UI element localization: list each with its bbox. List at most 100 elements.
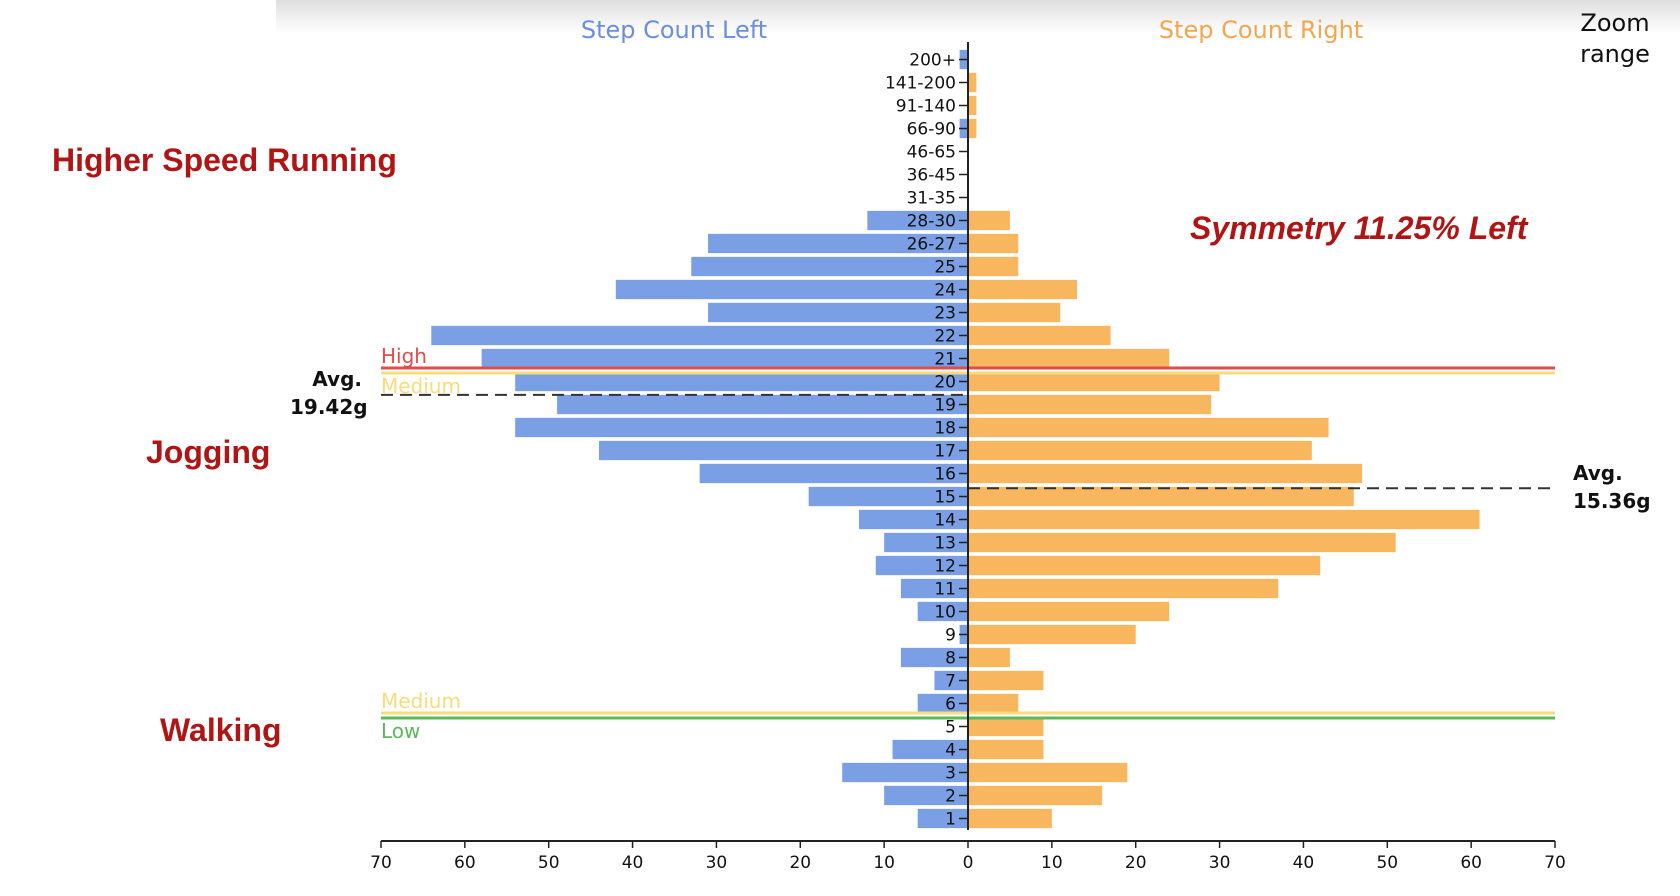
average-right-line-1: Avg.: [1573, 461, 1623, 485]
average-right-label: Avg. 15.36g: [1573, 459, 1651, 515]
category-label: 10: [934, 603, 956, 623]
bar-right-6: [968, 693, 1019, 714]
bar-right-16: [968, 463, 1363, 484]
bar-left-10: [917, 601, 968, 622]
bar-left-11: [900, 578, 968, 599]
category-label: 17: [934, 442, 956, 462]
bar-right-28-30: [968, 210, 1010, 231]
bar-left-18: [515, 417, 968, 438]
bar-right-10: [968, 601, 1170, 622]
category-label: 12: [934, 557, 956, 577]
category-label: 22: [934, 327, 956, 347]
series-title-left: Step Count Left: [581, 16, 767, 44]
category-label: 26-27: [907, 235, 956, 255]
zoom-range-button[interactable]: Zoom range: [1560, 8, 1670, 70]
bar-right-19: [968, 394, 1212, 415]
value-tick-label: 10: [1041, 853, 1063, 873]
threshold-label-medium: Medium: [381, 689, 461, 713]
zoom-range-line-2: range: [1580, 40, 1650, 68]
bar-right-22: [968, 325, 1111, 346]
category-label: 25: [934, 258, 956, 278]
region-label-walking: Walking: [160, 712, 282, 748]
bar-right-20: [968, 371, 1220, 392]
bar-right-23: [968, 302, 1061, 323]
category-label: 18: [934, 419, 956, 439]
category-label: 200+: [909, 51, 956, 71]
bar-right-12: [968, 555, 1321, 576]
value-tick-label: 50: [538, 853, 560, 873]
bar-left-19: [557, 394, 968, 415]
bar-left-25: [691, 256, 968, 277]
category-label: 141-200: [885, 74, 956, 94]
category-label: 23: [934, 304, 956, 324]
category-label: 21: [934, 350, 956, 370]
bar-left-4: [892, 739, 968, 760]
category-label: 20: [934, 373, 956, 393]
bar-left-6: [917, 693, 968, 714]
category-label: 91-140: [896, 97, 956, 117]
threshold-label-high: High: [381, 344, 427, 368]
bar-left-1: [917, 808, 968, 829]
bar-right-5: [968, 716, 1044, 737]
bar-right-14: [968, 509, 1480, 530]
bar-left-20: [515, 371, 968, 392]
bar-left-7: [934, 670, 968, 691]
category-label: 14: [934, 511, 956, 531]
average-left-line-1: Avg.: [312, 367, 362, 391]
value-tick-label: 40: [1293, 853, 1315, 873]
value-tick-label: 60: [454, 853, 476, 873]
bar-left-14: [858, 509, 968, 530]
value-tick-label: 60: [1460, 853, 1482, 873]
value-tick-label: 30: [706, 853, 728, 873]
bar-left-3: [842, 762, 968, 783]
bar-right-24: [968, 279, 1078, 300]
bar-left-24: [615, 279, 968, 300]
zoom-range-line-1: Zoom: [1580, 9, 1650, 37]
average-left-line-2: 19.42g: [290, 395, 368, 419]
value-tick-label: 20: [1125, 853, 1147, 873]
symmetry-annotation: Symmetry 11.25% Left: [1190, 210, 1528, 246]
series-title-right: Step Count Right: [1159, 16, 1363, 44]
value-tick-label: 40: [622, 853, 644, 873]
bar-right-21: [968, 348, 1170, 369]
bar-right-7: [968, 670, 1044, 691]
category-label: 11: [934, 580, 956, 600]
value-tick-label: 70: [1544, 853, 1566, 873]
value-tick-label: 50: [1376, 853, 1398, 873]
category-label: 5: [945, 718, 956, 738]
bar-right-13: [968, 532, 1396, 553]
bar-left-22: [431, 325, 968, 346]
category-label: 8: [945, 649, 956, 669]
category-label: 36-45: [907, 166, 956, 186]
bar-right-26-27: [968, 233, 1019, 254]
bar-right-11: [968, 578, 1279, 599]
bar-left-13: [884, 532, 968, 553]
category-label: 13: [934, 534, 956, 554]
category-label: 66-90: [907, 120, 956, 140]
bar-right-91-140: [968, 95, 977, 116]
bar-left-8: [900, 647, 968, 668]
value-tick-label: 10: [873, 853, 895, 873]
top-toolbar-background: [276, 0, 1680, 34]
value-tick-label: 20: [789, 853, 811, 873]
bar-left-28-30: [867, 210, 968, 231]
category-label: 19: [934, 396, 956, 416]
bar-left-23: [708, 302, 968, 323]
category-label: 7: [945, 672, 956, 692]
region-label-jogging: Jogging: [146, 434, 271, 470]
value-tick-label: 70: [370, 853, 392, 873]
threshold-label-low: Low: [381, 719, 420, 743]
bar-right-18: [968, 417, 1329, 438]
bar-left-21: [481, 348, 968, 369]
bar-right-141-200: [968, 72, 977, 93]
category-label: 28-30: [907, 212, 956, 232]
category-label: 9: [945, 626, 956, 646]
value-tick-label: 0: [963, 853, 974, 873]
category-label: 6: [945, 695, 956, 715]
category-label: 15: [934, 488, 956, 508]
category-label: 46-65: [907, 143, 956, 163]
bar-left-15: [808, 486, 968, 507]
category-label: 3: [945, 764, 956, 784]
bar-left-2: [884, 785, 968, 806]
